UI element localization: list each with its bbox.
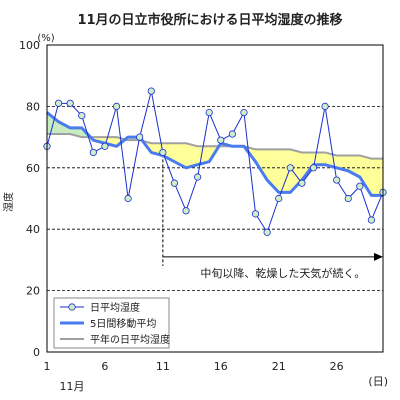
x-unit-label: (日) <box>368 375 388 388</box>
daily-point <box>89 148 97 157</box>
series-markers <box>43 87 387 236</box>
y-tick-label: 100 <box>19 39 40 52</box>
y-tick-label: 0 <box>33 346 40 359</box>
daily-point <box>124 194 132 203</box>
y-tick-label: 40 <box>26 223 40 236</box>
difference-fill-segment <box>186 143 198 168</box>
y-tick-label: 20 <box>26 285 40 298</box>
difference-fill-segment <box>278 149 291 193</box>
y-tick-label: 60 <box>26 162 40 175</box>
chart-title: 11月の日立市役所における日平均湿度の推移 <box>77 12 342 28</box>
daily-point <box>333 176 341 184</box>
daily-point <box>367 216 376 224</box>
daily-point <box>228 130 236 138</box>
x-tick-label: 1 <box>44 360 51 373</box>
daily-point <box>112 102 121 111</box>
legend-daily-label: 日平均湿度 <box>90 301 140 314</box>
legend-normal-label: 平年の日平均湿度 <box>90 333 170 346</box>
difference-fill-segment <box>313 152 326 165</box>
x-tick-label: 6 <box>101 360 108 373</box>
daily-point <box>356 182 364 190</box>
x-month-label: 11月 <box>60 380 85 393</box>
daily-point <box>298 179 306 187</box>
daily-point <box>309 164 318 172</box>
series-normal-line <box>47 133 383 160</box>
daily-point <box>321 102 329 111</box>
daily-point <box>159 148 167 157</box>
daily-point <box>182 207 190 215</box>
plot-frame <box>46 44 384 353</box>
daily-point <box>136 133 144 141</box>
daily-point <box>78 112 86 120</box>
daily-point <box>217 136 225 144</box>
daily-point <box>251 210 260 218</box>
difference-fill-segment <box>255 149 268 181</box>
x-tick-label: 21 <box>272 360 286 373</box>
legend-daily-marker <box>68 303 76 311</box>
daily-point <box>54 99 63 107</box>
daily-point <box>263 228 271 236</box>
daily-point <box>286 164 294 172</box>
difference-fill-segment <box>359 155 372 196</box>
annotation-text: 中旬以降、乾燥した天気が続く。 <box>200 266 365 280</box>
x-tick-label: 26 <box>330 360 344 373</box>
daily-point <box>194 173 202 181</box>
annotation-arrowhead <box>374 252 383 261</box>
daily-point <box>101 142 109 150</box>
difference-fill-segment <box>301 152 314 181</box>
daily-point <box>147 87 155 95</box>
daily-point <box>240 108 248 117</box>
legend-moving-avg-label: 5日間移動平均 <box>90 317 156 330</box>
x-tick-label: 11 <box>156 360 170 373</box>
legend: 日平均湿度 5日間移動平均 平年の日平均湿度 <box>53 297 170 349</box>
y-tick-labels: 0 20 40 60 80 100 <box>19 39 40 359</box>
daily-point <box>205 108 213 117</box>
plot-area: 中旬以降、乾燥した天気が続く。 <box>43 44 387 353</box>
y-axis-label: 湿度 <box>2 192 15 212</box>
x-tick-labels: 1 6 11 16 21 26 <box>44 360 344 373</box>
daily-point <box>66 99 74 107</box>
y-tick-label: 80 <box>26 100 40 113</box>
gridlines <box>47 106 383 292</box>
daily-point <box>170 179 179 187</box>
difference-fill-segment <box>162 143 175 162</box>
daily-point <box>275 194 283 203</box>
daily-point <box>344 194 352 203</box>
x-tick-label: 16 <box>214 360 228 373</box>
annotation-group: 中旬以降、乾燥した天気が続く。 <box>162 149 383 280</box>
series-moving-average-line <box>46 111 383 197</box>
y-unit-label: (%) <box>37 33 54 44</box>
